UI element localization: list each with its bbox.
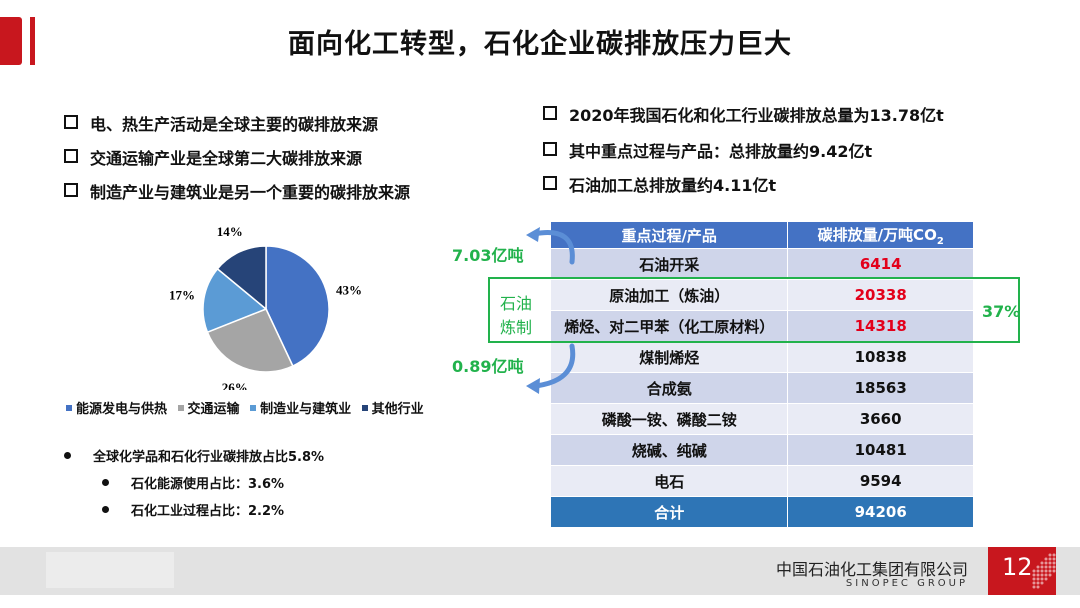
pie-slice <box>202 267 268 334</box>
table-cell-value: 20338 <box>787 279 973 311</box>
footer-company-name-en: SINOPEC GROUP <box>845 578 968 589</box>
pie-slice <box>206 308 294 373</box>
note-main: 全球化学品和石化行业碳排放占比5.8% <box>64 446 324 465</box>
pie-slice <box>216 245 267 311</box>
refining-share-label: 37% <box>982 302 1021 321</box>
pie-slice <box>265 245 330 368</box>
curved-arrow-top-icon <box>526 227 575 265</box>
checkbox-square-icon <box>543 176 557 190</box>
table-total-value: 94206 <box>787 496 973 528</box>
dot-pattern-icon <box>1032 553 1056 589</box>
legend-swatch <box>361 405 368 411</box>
checkbox-square-icon <box>64 115 78 129</box>
table-row: 烧碱、纯碱 10481 <box>551 434 973 466</box>
emissions-table: 重点过程/产品 碳排放量/万吨CO2 石油开采 6414 原油加工（炼油） 2033… <box>551 222 973 528</box>
note-sub-2: 石化工业过程占比：2.2% <box>102 500 284 519</box>
header-accent-block <box>0 17 22 65</box>
table-cell-name: 煤制烯烃 <box>551 341 788 373</box>
refining-label-line-2: 炼制 <box>500 318 533 337</box>
legend-item: 制造业与建筑业 <box>250 402 351 417</box>
table-header-cell: 重点过程/产品 <box>551 222 788 249</box>
table-cell-value: 10838 <box>787 341 973 373</box>
bullet-dot-icon <box>64 452 71 459</box>
table-row: 石油开采 6414 <box>551 248 973 280</box>
refining-highlight-box <box>488 277 1020 343</box>
pie-value-label: 43% <box>336 282 362 297</box>
table-cell-value: 14318 <box>787 310 973 342</box>
table-total-label: 合计 <box>551 496 788 528</box>
legend-swatch <box>177 405 184 411</box>
table-row: 电石 9594 <box>551 465 973 497</box>
bullet-dot-icon <box>102 506 109 513</box>
table-cell-value: 6414 <box>787 248 973 280</box>
table-header-row: 重点过程/产品 碳排放量/万吨CO2 <box>551 222 973 249</box>
pie-legend: 能源发电与供热 交通运输 制造业与建筑业 其他行业 <box>66 398 430 417</box>
legend-item: 交通运输 <box>177 402 240 417</box>
left-bullet-3: 制造产业与建筑业是另一个重要的碳排放来源 <box>64 179 410 203</box>
table-cell-name: 原油加工（炼油） <box>551 279 788 311</box>
table-total-row: 合计 94206 <box>551 496 973 528</box>
left-bullet-1: 电、热生产活动是全球主要的碳排放来源 <box>64 111 378 135</box>
legend-item: 其他行业 <box>361 402 424 417</box>
legend-item: 能源发电与供热 <box>66 402 167 417</box>
table-cell-value: 18563 <box>787 372 973 404</box>
right-bullet-1: 2020年我国石化和化工行业碳排放总量为13.78亿t <box>543 102 944 126</box>
checkbox-square-icon <box>543 142 557 156</box>
table-header-cell: 碳排放量/万吨CO2 <box>787 222 973 249</box>
curved-arrow-bottom-icon <box>526 343 576 394</box>
table-cell-name: 烧碱、纯碱 <box>551 434 788 466</box>
pie-value-label: 17% <box>169 288 195 303</box>
table-cell-value: 3660 <box>787 403 973 435</box>
table-row: 原油加工（炼油） 20338 <box>551 279 973 311</box>
checkbox-square-icon <box>64 149 78 163</box>
header-accent-line <box>30 17 35 65</box>
note-sub-1: 石化能源使用占比：3.6% <box>102 473 284 492</box>
table-cell-name: 石油开采 <box>551 248 788 280</box>
table-cell-name: 烯烃、对二甲苯（化工原材料） <box>551 310 788 342</box>
page-title: 面向化工转型，石化企业碳排放压力巨大 <box>288 29 792 60</box>
pie-value-label: 14% <box>217 225 243 239</box>
top-annotation-value: 7.03亿吨 <box>452 246 524 265</box>
left-bullet-2: 交通运输产业是全球第二大碳排放来源 <box>64 145 362 169</box>
table-cell-value: 9594 <box>787 465 973 497</box>
legend-swatch <box>66 405 72 411</box>
emissions-pie-chart: 43% 26% 17% 14% <box>169 225 362 390</box>
table-cell-name: 电石 <box>551 465 788 497</box>
checkbox-square-icon <box>64 183 78 197</box>
table-cell-value: 10481 <box>787 434 973 466</box>
table-row: 煤制烯烃 10838 <box>551 341 973 373</box>
refining-label-line-1: 石油 <box>500 294 533 313</box>
legend-swatch <box>250 405 257 411</box>
footer-logo-placeholder <box>46 552 174 588</box>
table-cell-name: 合成氨 <box>551 372 788 404</box>
table-row: 烯烃、对二甲苯（化工原材料） 14318 <box>551 310 973 342</box>
footer-bar <box>0 547 1080 595</box>
checkbox-square-icon <box>543 106 557 120</box>
page-number: 12 <box>1002 553 1033 581</box>
footer-company-name: 中国石油化工集团有限公司 <box>775 560 968 579</box>
table-row: 合成氨 18563 <box>551 372 973 404</box>
right-bullet-2: 其中重点过程与产品：总排放量约9.42亿t <box>543 138 872 162</box>
table-row: 磷酸一铵、磷酸二铵 3660 <box>551 403 973 435</box>
bottom-annotation-value: 0.89亿吨 <box>452 357 524 376</box>
pie-value-label: 26% <box>222 380 248 390</box>
bullet-dot-icon <box>102 479 109 486</box>
right-bullet-3: 石油加工总排放量约4.11亿t <box>543 172 776 196</box>
table-cell-name: 磷酸一铵、磷酸二铵 <box>551 403 788 435</box>
